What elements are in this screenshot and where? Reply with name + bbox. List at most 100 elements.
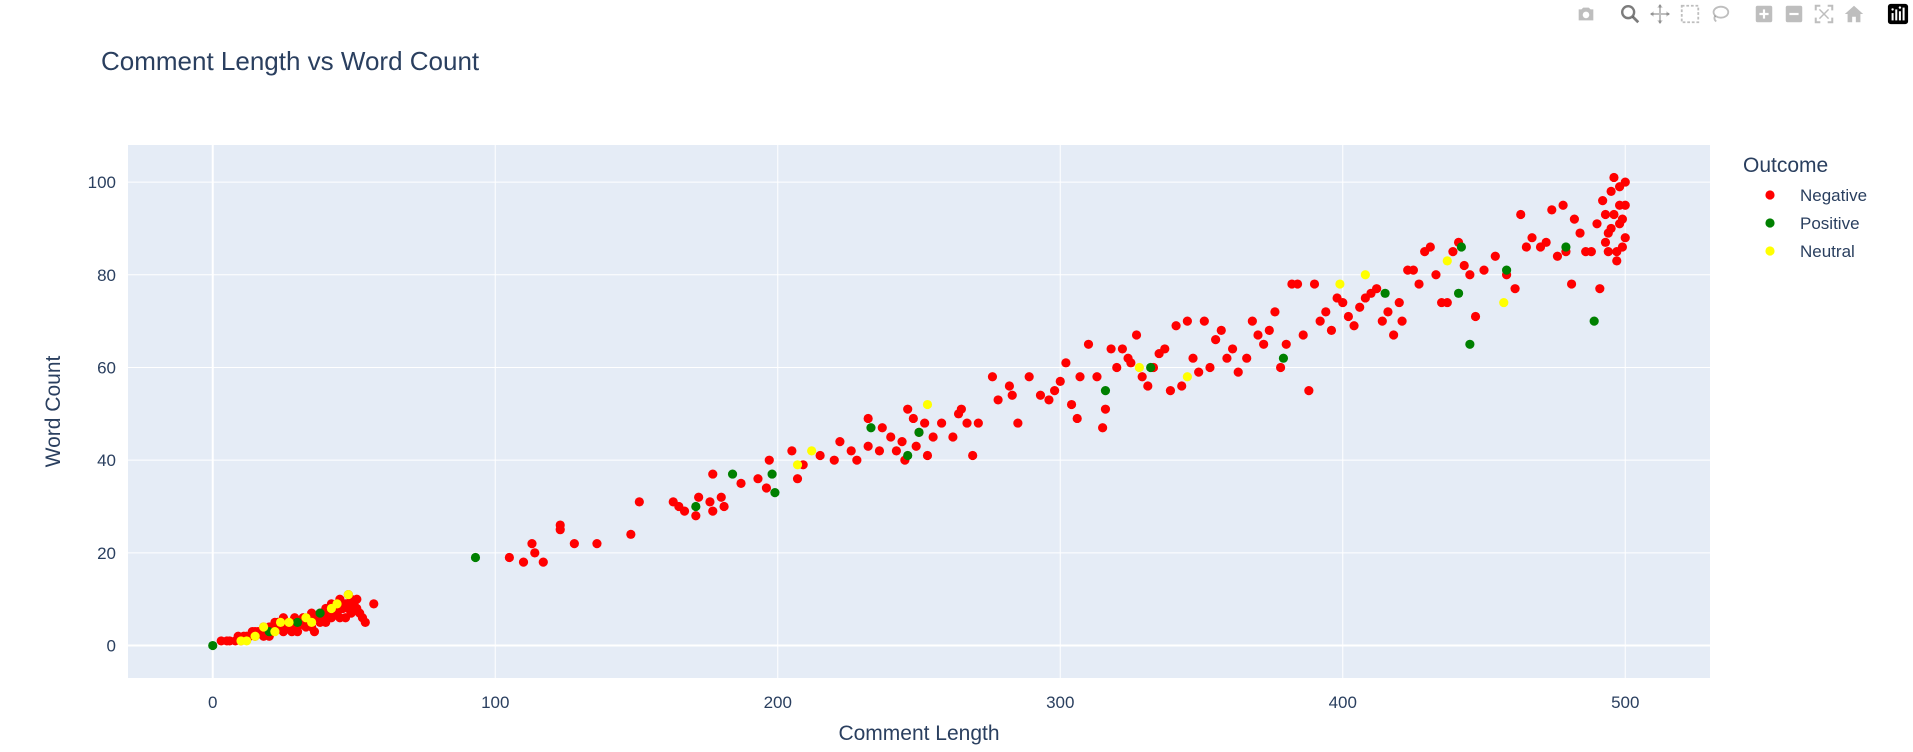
data-point[interactable]: [1171, 321, 1181, 331]
data-point[interactable]: [1552, 251, 1563, 261]
data-point[interactable]: [1182, 316, 1192, 326]
data-point[interactable]: [937, 418, 947, 428]
data-point[interactable]: [1499, 297, 1509, 308]
data-point[interactable]: [1309, 279, 1320, 289]
data-point[interactable]: [914, 427, 924, 437]
data-point[interactable]: [761, 483, 772, 493]
data-point[interactable]: [1372, 284, 1382, 294]
data-point[interactable]: [1380, 288, 1390, 298]
data-point[interactable]: [1609, 209, 1619, 220]
data-point[interactable]: [815, 450, 825, 461]
data-point[interactable]: [863, 441, 873, 451]
data-point[interactable]: [736, 478, 746, 488]
data-point[interactable]: [807, 446, 817, 456]
data-point[interactable]: [1479, 265, 1489, 275]
data-point[interactable]: [1044, 395, 1054, 405]
data-point[interactable]: [792, 474, 803, 484]
data-point[interactable]: [1459, 260, 1469, 271]
legend-item-positive[interactable]: Positive: [1765, 214, 1860, 233]
data-point[interactable]: [309, 627, 320, 637]
data-point[interactable]: [1360, 270, 1370, 280]
data-point[interactable]: [1592, 219, 1602, 229]
data-point[interactable]: [504, 552, 514, 563]
data-point[interactable]: [470, 552, 481, 563]
data-point[interactable]: [1521, 242, 1531, 252]
data-point[interactable]: [863, 413, 873, 424]
data-point[interactable]: [1561, 242, 1571, 252]
data-point[interactable]: [1216, 325, 1226, 335]
data-point[interactable]: [518, 557, 529, 567]
data-point[interactable]: [352, 603, 362, 614]
data-point[interactable]: [993, 395, 1003, 405]
data-point[interactable]: [1013, 418, 1023, 428]
data-point[interactable]: [767, 469, 777, 479]
data-point[interactable]: [1007, 390, 1017, 400]
data-point[interactable]: [973, 418, 983, 428]
data-point[interactable]: [315, 617, 325, 627]
data-point[interactable]: [1075, 372, 1085, 382]
data-point[interactable]: [1242, 353, 1252, 363]
data-point[interactable]: [1194, 367, 1204, 377]
data-point[interactable]: [1606, 186, 1616, 196]
data-point[interactable]: [1004, 381, 1015, 391]
data-point[interactable]: [1612, 247, 1622, 257]
data-point[interactable]: [307, 617, 317, 627]
data-point[interactable]: [1502, 265, 1512, 275]
data-point[interactable]: [1050, 386, 1060, 396]
data-point[interactable]: [259, 622, 269, 632]
data-point[interactable]: [691, 511, 701, 521]
data-point[interactable]: [626, 529, 636, 539]
data-point[interactable]: [1470, 311, 1481, 322]
data-point[interactable]: [1383, 307, 1393, 317]
data-point[interactable]: [1397, 316, 1407, 326]
camera-icon[interactable]: [1571, 0, 1601, 28]
data-point[interactable]: [1315, 316, 1325, 326]
data-point[interactable]: [1253, 330, 1263, 340]
data-point[interactable]: [1061, 358, 1071, 368]
data-point[interactable]: [1143, 381, 1153, 391]
data-point[interactable]: [874, 446, 885, 456]
pan-icon[interactable]: [1645, 0, 1675, 28]
data-point[interactable]: [1615, 219, 1625, 229]
data-point[interactable]: [1205, 362, 1215, 373]
data-point[interactable]: [592, 538, 602, 549]
data-point[interactable]: [315, 608, 325, 618]
data-point[interactable]: [694, 492, 704, 502]
autoscale-icon[interactable]: [1809, 0, 1839, 28]
data-point[interactable]: [1598, 196, 1608, 206]
data-point[interactable]: [679, 506, 690, 516]
lasso-icon[interactable]: [1705, 0, 1735, 28]
data-point[interactable]: [1394, 297, 1404, 308]
data-point[interactable]: [1024, 372, 1034, 382]
data-point[interactable]: [208, 640, 218, 651]
data-point[interactable]: [1609, 172, 1619, 183]
data-point[interactable]: [1425, 242, 1435, 252]
data-point[interactable]: [962, 418, 972, 428]
data-point[interactable]: [1541, 237, 1551, 247]
data-point[interactable]: [792, 460, 803, 470]
data-point[interactable]: [1603, 247, 1613, 257]
box-select-icon[interactable]: [1675, 0, 1705, 28]
data-point[interactable]: [877, 423, 887, 433]
data-point[interactable]: [1165, 386, 1176, 396]
data-point[interactable]: [1612, 256, 1622, 266]
data-point[interactable]: [835, 437, 845, 447]
data-point[interactable]: [922, 450, 933, 461]
data-point[interactable]: [1321, 307, 1331, 317]
data-point[interactable]: [1600, 209, 1611, 220]
data-point[interactable]: [1182, 372, 1192, 382]
data-point[interactable]: [1098, 423, 1108, 433]
data-point[interactable]: [948, 432, 958, 442]
legend-item-negative[interactable]: Negative: [1765, 186, 1867, 205]
data-point[interactable]: [1615, 182, 1625, 192]
legend-item-neutral[interactable]: Neutral: [1765, 242, 1855, 261]
data-point[interactable]: [1442, 256, 1452, 266]
data-point[interactable]: [787, 446, 797, 456]
data-point[interactable]: [1131, 330, 1142, 340]
data-point[interactable]: [846, 446, 856, 456]
data-point[interactable]: [1595, 284, 1605, 294]
data-point[interactable]: [1527, 233, 1537, 243]
data-point[interactable]: [1126, 358, 1136, 368]
data-point[interactable]: [1349, 321, 1359, 331]
data-point[interactable]: [727, 469, 738, 479]
